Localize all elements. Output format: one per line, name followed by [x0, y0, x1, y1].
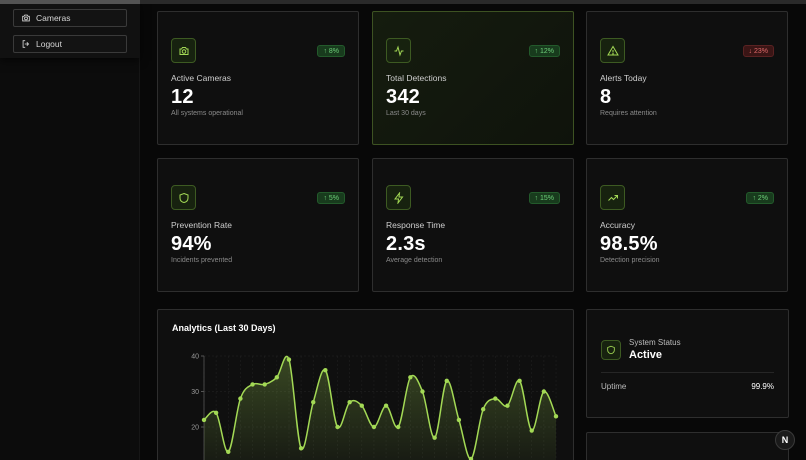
- stat-label: Response Time: [386, 220, 446, 230]
- data-point: [517, 378, 522, 384]
- stat-card-accuracy: ↑ 2% Accuracy 98.5% Detection precision: [586, 158, 788, 292]
- analytics-chart: 20 30 40: [191, 354, 559, 460]
- stat-label: Accuracy: [600, 220, 635, 230]
- series-area: [204, 356, 556, 460]
- camera-icon: [21, 13, 31, 23]
- status-divider: [601, 372, 774, 373]
- data-point: [432, 435, 437, 440]
- stat-card-alerts-today: ↓ 23% Alerts Today 8 Requires attention: [586, 11, 788, 145]
- sidebar-item-cameras[interactable]: Cameras: [13, 9, 127, 27]
- stat-value: 98.5%: [600, 233, 658, 255]
- data-point: [311, 399, 316, 405]
- y-tick-label: 40: [191, 354, 199, 361]
- data-point: [250, 382, 255, 387]
- data-point: [371, 424, 377, 430]
- sidebar-item-label: Cameras: [36, 13, 71, 23]
- uptime-value: 99.9%: [751, 382, 774, 391]
- camera-icon: [171, 38, 196, 63]
- data-point: [347, 399, 352, 405]
- stat-card-active-cameras: ↑ 8% Active Cameras 12 All systems opera…: [157, 11, 359, 145]
- data-point: [201, 417, 207, 423]
- sidebar-top-divider: [0, 0, 140, 4]
- data-point: [335, 424, 340, 430]
- status-value: Active: [629, 349, 663, 361]
- activity-icon: [386, 38, 411, 63]
- trending-up-icon: [600, 185, 625, 210]
- analytics-card: Analytics (Last 30 Days) 20 30 40: [157, 309, 574, 460]
- stat-value: 8: [600, 86, 612, 108]
- data-point: [274, 375, 280, 380]
- data-point: [420, 389, 425, 394]
- data-point: [213, 410, 219, 415]
- sidebar-menu-panel: Cameras Logout: [0, 0, 140, 58]
- stat-label: Total Detections: [386, 73, 447, 83]
- data-point: [298, 446, 304, 451]
- stat-card-total-detections: ↑ 12% Total Detections 342 Last 30 days: [372, 11, 574, 145]
- stat-label: Prevention Rate: [171, 220, 232, 230]
- stat-label: Alerts Today: [600, 73, 647, 83]
- stat-value: 342: [386, 86, 420, 108]
- stat-subtitle: Average detection: [386, 257, 443, 264]
- data-point: [553, 414, 559, 419]
- change-badge: ↑ 15%: [528, 192, 560, 204]
- status-label: System Status: [629, 338, 681, 347]
- stat-value: 94%: [171, 233, 212, 255]
- data-point: [396, 424, 401, 430]
- data-point: [541, 389, 547, 394]
- stat-value: 2.3s: [386, 233, 426, 255]
- change-badge: ↑ 5%: [317, 192, 345, 204]
- uptime-label: Uptime: [601, 382, 627, 391]
- logout-icon: [21, 39, 31, 49]
- data-point: [529, 428, 534, 433]
- data-point: [286, 357, 292, 362]
- stat-subtitle: Detection precision: [600, 257, 660, 264]
- data-point: [444, 378, 449, 384]
- data-point: [480, 407, 486, 412]
- stat-card-response-time: ↑ 15% Response Time 2.3s Average detecti…: [372, 158, 574, 292]
- data-point: [505, 403, 510, 408]
- y-tick-label: 20: [191, 425, 199, 432]
- data-point: [493, 396, 498, 401]
- shield-icon: [601, 340, 621, 360]
- alert-triangle-icon: [600, 38, 625, 63]
- shield-icon: [171, 185, 196, 210]
- system-status-card: System Status Active Uptime 99.9%: [586, 309, 789, 418]
- change-badge: ↓ 23%: [742, 45, 774, 57]
- stat-subtitle: Last 30 days: [386, 110, 426, 117]
- stat-label: Active Cameras: [171, 73, 231, 83]
- stat-subtitle: All systems operational: [171, 110, 243, 117]
- data-point: [408, 375, 413, 380]
- zap-icon: [386, 185, 411, 210]
- secondary-card: [586, 432, 789, 460]
- data-point: [383, 403, 389, 408]
- data-point: [226, 449, 231, 455]
- top-divider: [140, 0, 806, 4]
- change-badge: ↑ 2%: [746, 192, 774, 204]
- stat-subtitle: Requires attention: [600, 110, 657, 117]
- change-badge: ↑ 8%: [317, 45, 345, 57]
- data-point: [323, 368, 328, 373]
- sidebar-item-label: Logout: [36, 39, 62, 49]
- sidebar: Cameras Logout: [0, 0, 140, 460]
- analytics-title: Analytics (Last 30 Days): [172, 323, 276, 333]
- sidebar-item-logout[interactable]: Logout: [13, 35, 127, 53]
- data-point: [359, 403, 364, 408]
- stat-subtitle: Incidents prevented: [171, 257, 233, 264]
- data-point: [468, 456, 474, 460]
- next-logo-button[interactable]: N: [775, 430, 795, 450]
- stat-value: 12: [171, 86, 194, 108]
- data-point: [456, 417, 462, 423]
- change-badge: ↑ 12%: [528, 45, 560, 57]
- y-tick-label: 30: [191, 389, 199, 396]
- data-point: [238, 396, 243, 401]
- data-point: [262, 382, 267, 387]
- stat-card-prevention-rate: ↑ 5% Prevention Rate 94% Incidents preve…: [157, 158, 359, 292]
